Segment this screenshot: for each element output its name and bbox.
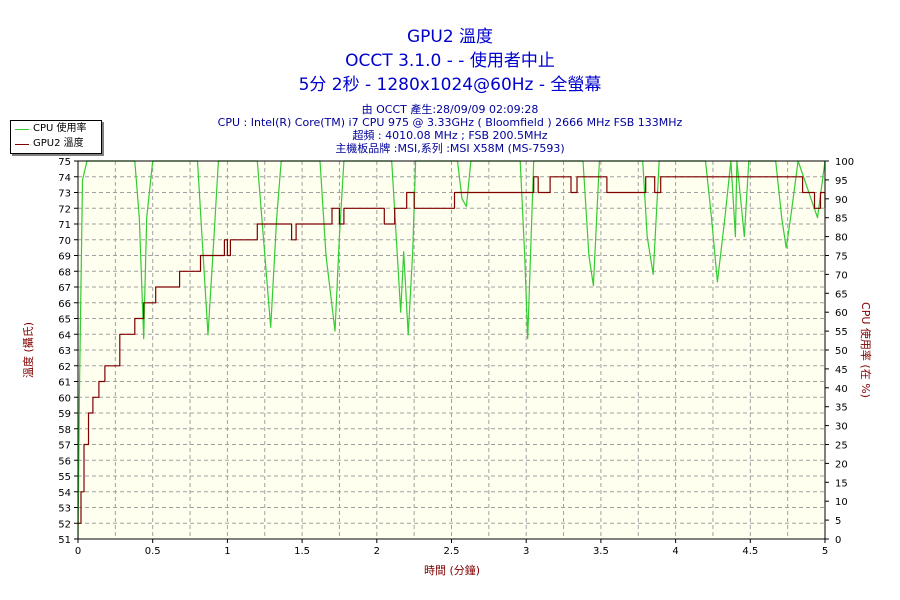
y-axis-right-label: CPU 使用率 (在 %) <box>859 302 872 398</box>
y-right-tick-label: 15 <box>835 478 848 489</box>
legend-item-cpu: CPU 使用率 <box>11 122 101 136</box>
x-tick-label: 3 <box>523 546 529 557</box>
y-left-tick-label: 64 <box>58 330 71 341</box>
y-left-tick-label: 52 <box>58 519 71 530</box>
y-left-tick-label: 65 <box>58 315 71 326</box>
y-right-tick-label: 70 <box>835 270 848 281</box>
y-right-tick-label: 35 <box>835 403 848 414</box>
x-tick-label: 0.5 <box>145 546 161 557</box>
y-right-tick-label: 30 <box>835 422 848 433</box>
y-left-tick-label: 60 <box>58 393 71 404</box>
y-left-tick-label: 63 <box>58 346 71 357</box>
generated-line: 由 OCCT 產生:28/09/09 02:09:28 <box>361 103 539 116</box>
y-right-tick-label: 60 <box>835 308 848 319</box>
x-axis: 0 0.5 1 1.5 2 2.5 3 3.5 4 4.5 5 <box>75 539 828 557</box>
y-left-tick-label: 62 <box>58 362 71 373</box>
x-tick-label: 1 <box>224 546 230 557</box>
y-right-tick-label: 50 <box>835 346 848 357</box>
y-left-tick-label: 72 <box>58 204 71 215</box>
x-tick-label: 4 <box>672 546 678 557</box>
y-axis-left-label: 溫度 (攝氏) <box>22 321 35 379</box>
run-info: 5分 2秒 - 1280x1024@60Hz - 全螢幕 <box>298 75 602 95</box>
left-axis: 51 52 53 54 55 56 57 58 59 60 61 62 63 64 65 66 67 68 69 70… <box>58 157 78 546</box>
y-right-tick-label: 20 <box>835 459 848 470</box>
y-left-tick-label: 71 <box>58 220 71 231</box>
y-left-tick-label: 56 <box>58 456 71 467</box>
x-tick-label: 4.5 <box>742 546 758 557</box>
y-right-tick-label: 0 <box>835 535 841 546</box>
y-left-tick-label: 73 <box>58 189 71 200</box>
y-right-tick-label: 75 <box>835 252 848 263</box>
y-left-tick-label: 59 <box>58 409 71 420</box>
y-right-tick-label: 85 <box>835 214 848 225</box>
plot-frame <box>77 160 826 540</box>
y-right-tick-label: 65 <box>835 289 848 300</box>
y-right-tick-label: 90 <box>835 195 848 206</box>
y-left-tick-label: 75 <box>58 157 71 168</box>
y-left-tick-label: 66 <box>58 299 71 310</box>
cpu-info-line: CPU : Intel(R) Core(TM) i7 CPU 975 @ 3.3… <box>217 116 683 129</box>
grid <box>78 160 825 540</box>
y-left-tick-label: 74 <box>58 173 71 184</box>
right-axis: 0 5 10 15 20 25 30 35 40 45 50 55 60 65 70 75 80 85 90 95 10… <box>825 157 854 546</box>
y-left-tick-label: 61 <box>58 378 71 389</box>
y-right-tick-label: 25 <box>835 441 848 452</box>
y-left-tick-label: 70 <box>58 236 71 247</box>
legend-label-gpu2: GPU2 溫度 <box>33 138 84 149</box>
gpu2-temp-series-line <box>78 176 826 524</box>
y-right-tick-label: 80 <box>835 233 848 244</box>
x-tick-label: 0 <box>75 546 81 557</box>
y-left-tick-label: 68 <box>58 267 71 278</box>
y-left-tick-label: 54 <box>58 488 71 499</box>
motherboard-info-line: 主機板品牌 :MSI,系列 :MSI X58M (MS-7593) <box>335 142 565 155</box>
chart-subtitle: OCCT 3.1.0 - - 使用者中止 <box>345 51 555 71</box>
y-right-tick-label: 55 <box>835 327 848 338</box>
legend: CPU 使用率 GPU2 溫度 <box>10 120 102 154</box>
legend-label-cpu: CPU 使用率 <box>33 123 87 134</box>
y-left-tick-label: 55 <box>58 472 71 483</box>
legend-item-gpu2: GPU2 溫度 <box>11 137 101 151</box>
y-right-tick-label: 5 <box>835 516 841 527</box>
x-tick-label: 5 <box>822 546 828 557</box>
legend-swatch-gpu2 <box>15 144 29 145</box>
y-left-tick-label: 69 <box>58 252 71 263</box>
y-right-tick-label: 40 <box>835 384 848 395</box>
y-right-tick-label: 45 <box>835 365 848 376</box>
legend-swatch-cpu <box>15 129 29 130</box>
y-right-tick-label: 95 <box>835 176 848 187</box>
y-left-tick-label: 57 <box>58 441 71 452</box>
chart-title: GPU2 溫度 <box>406 27 494 47</box>
x-tick-label: 2.5 <box>444 546 460 557</box>
y-right-tick-label: 100 <box>835 157 854 168</box>
y-right-tick-label: 10 <box>835 497 848 508</box>
y-left-tick-label: 53 <box>58 504 71 515</box>
y-left-tick-label: 51 <box>58 535 71 546</box>
x-axis-label: 時間 (分鐘) <box>423 564 481 577</box>
x-tick-label: 2 <box>374 546 380 557</box>
x-tick-label: 1.5 <box>294 546 310 557</box>
y-left-tick-label: 58 <box>58 425 71 436</box>
y-left-tick-label: 67 <box>58 283 71 294</box>
clock-info-line: 超頻 : 4010.08 MHz ; FSB 200.5MHz <box>352 129 548 142</box>
series-layer <box>77 160 826 540</box>
x-tick-label: 3.5 <box>593 546 609 557</box>
